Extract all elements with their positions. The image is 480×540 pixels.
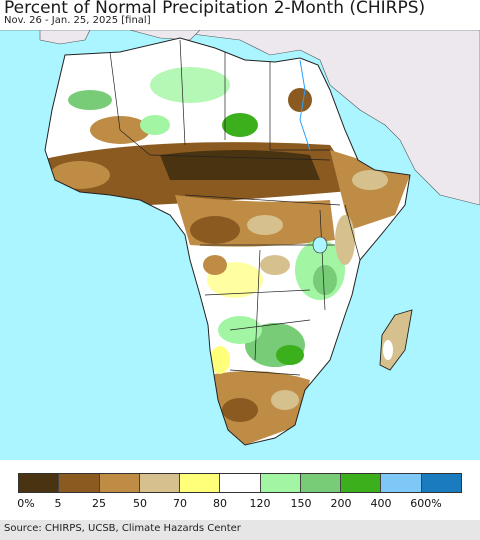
non-analysis-land <box>0 29 480 206</box>
legend-swatch-3 <box>139 474 181 492</box>
legend-swatch-8 <box>341 474 382 492</box>
lake-victoria <box>312 236 328 254</box>
page-title: Percent of Normal Precipitation 2-Month … <box>4 0 426 18</box>
legend-swatch-1 <box>59 474 100 492</box>
legend-swatch-9 <box>381 474 422 492</box>
source-credit: Source: CHIRPS, UCSB, Climate Hazards Ce… <box>4 523 241 534</box>
legend-swatch-4 <box>180 474 221 492</box>
legend-swatch-0 <box>19 474 60 492</box>
legend-swatch-2 <box>99 474 140 492</box>
country-borders <box>109 39 361 376</box>
nile-river <box>299 59 311 151</box>
legend-labels: 0% 5 25 50 70 80 120 150 200 400 600% <box>0 497 480 511</box>
legend-label-7: 150 <box>290 497 312 510</box>
legend-label-10: 600% <box>410 497 442 510</box>
legend-label-2: 25 <box>92 497 106 510</box>
legend-label-8: 200 <box>330 497 352 510</box>
footer: Source: CHIRPS, UCSB, Climate Hazards Ce… <box>0 520 480 540</box>
legend-color-bar <box>18 473 462 493</box>
legend-swatch-5 <box>220 474 261 492</box>
legend-label-0: 0% <box>17 497 35 510</box>
precipitation-map <box>0 29 480 460</box>
legend-label-5: 80 <box>213 497 227 510</box>
africa-coastline <box>44 37 411 446</box>
legend-label-9: 400 <box>370 497 392 510</box>
legend-label-3: 50 <box>133 497 147 510</box>
legend-swatch-7 <box>300 474 342 492</box>
legend-swatch-10 <box>421 474 461 492</box>
date-range-subtitle: Nov. 26 - Jan. 25, 2025 [final] <box>4 15 151 26</box>
legend-label-1: 5 <box>54 497 62 510</box>
legend-label-4: 70 <box>173 497 187 510</box>
legend-swatch-6 <box>260 474 301 492</box>
legend-label-6: 120 <box>249 497 271 510</box>
